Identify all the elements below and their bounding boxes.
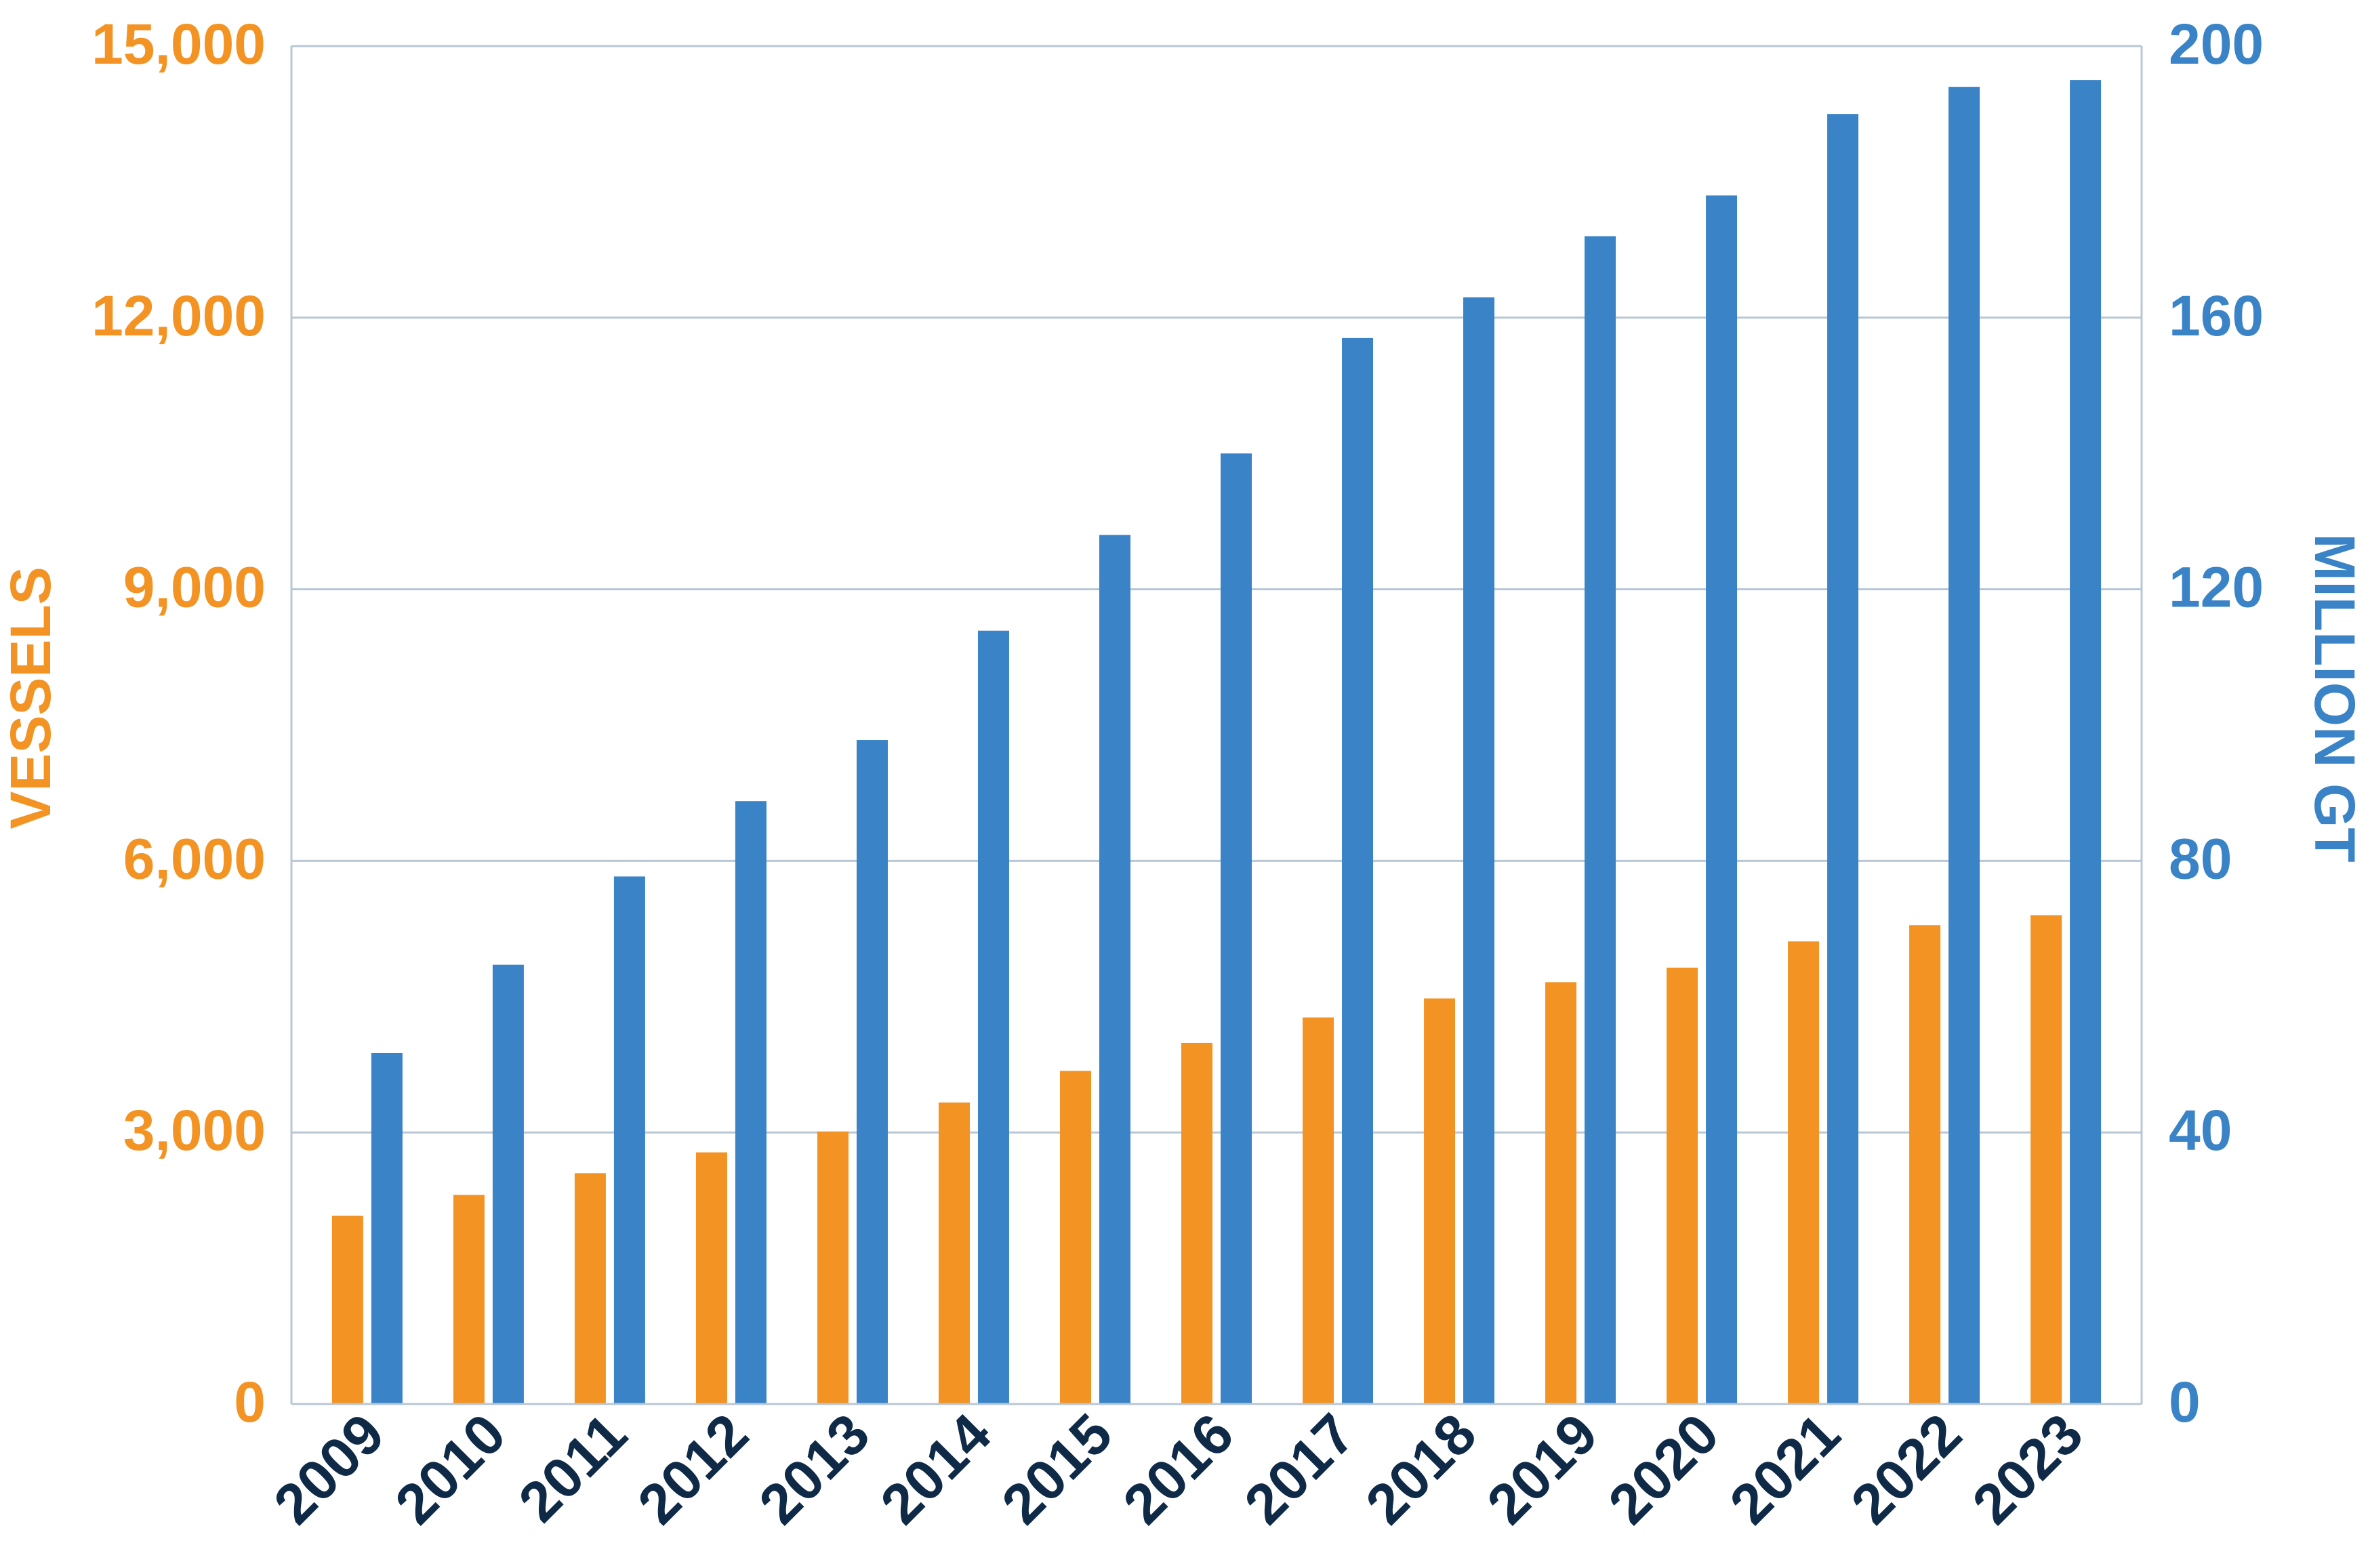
gt-bar-2023 — [2070, 80, 2102, 1405]
vessels-bar-2010 — [453, 1195, 485, 1404]
left-tick-label: 0 — [234, 1370, 266, 1434]
gridlines — [291, 45, 2142, 1134]
x-tick-label: 2018 — [1353, 1401, 1488, 1536]
left-axis-title: VESSELS — [0, 566, 62, 829]
x-tick-label: 2019 — [1475, 1401, 1610, 1536]
vessels-bar-2009 — [331, 1216, 363, 1404]
right-tick-label: 40 — [2169, 1098, 2232, 1162]
gt-bar-2017 — [1342, 337, 1374, 1404]
x-tick-label: 2021 — [1717, 1401, 1852, 1536]
x-tick-label: 2014 — [868, 1401, 1003, 1536]
x-tick-label: 2011 — [506, 1401, 638, 1533]
vessels-bar-2020 — [1667, 968, 1698, 1404]
right-tick-label: 0 — [2169, 1370, 2201, 1434]
vessels-bar-2022 — [1909, 925, 1941, 1404]
gt-bar-2022 — [1948, 87, 1980, 1404]
x-tick-label: 2022 — [1839, 1401, 1974, 1536]
left-tick-label: 12,000 — [91, 284, 266, 348]
x-tick-label: 2015 — [989, 1401, 1124, 1536]
gt-bar-2009 — [371, 1052, 403, 1404]
x-tick-label: 2020 — [1596, 1401, 1731, 1536]
vessels-bar-2016 — [1181, 1042, 1212, 1404]
right-axis-title: MILLION GT — [2303, 533, 2367, 862]
x-tick-label: 2009 — [262, 1401, 396, 1536]
right-tick-label: 200 — [2169, 12, 2264, 76]
gt-bar-2020 — [1706, 195, 1738, 1405]
left-tick-label: 15,000 — [91, 12, 266, 76]
gt-bar-2015 — [1099, 535, 1130, 1405]
vessels-bar-2014 — [938, 1102, 970, 1404]
right-tick-label: 120 — [2169, 556, 2264, 619]
vessels-bar-2012 — [695, 1152, 727, 1404]
gt-bar-2011 — [613, 876, 645, 1404]
gt-bar-2018 — [1463, 297, 1495, 1404]
gt-bar-2021 — [1827, 114, 1859, 1405]
left-tick-label: 6,000 — [123, 827, 266, 890]
gt-bar-2014 — [977, 630, 1009, 1405]
left-tick-label: 9,000 — [123, 556, 266, 619]
vessels-bar-2021 — [1788, 941, 1820, 1404]
vessels-bar-2013 — [817, 1131, 849, 1404]
x-tick-label: 2016 — [1111, 1401, 1246, 1536]
x-tick-label: 2012 — [626, 1401, 760, 1536]
vessels-bar-2019 — [1545, 982, 1577, 1404]
vessels-bar-2023 — [2030, 915, 2062, 1404]
x-tick-label: 2017 — [1232, 1401, 1367, 1536]
x-tick-label: 2013 — [747, 1401, 882, 1536]
vessels-bar-2017 — [1303, 1017, 1334, 1404]
gt-bar-2012 — [735, 801, 767, 1404]
right-tick-label: 80 — [2169, 827, 2232, 890]
gt-bar-2010 — [492, 964, 524, 1404]
gt-bar-2013 — [856, 740, 888, 1404]
vessels-bar-2011 — [574, 1173, 606, 1404]
gt-bar-2019 — [1585, 236, 1616, 1404]
x-tick-label: 2010 — [383, 1401, 518, 1536]
gt-bar-2016 — [1221, 453, 1252, 1405]
right-tick-label: 160 — [2169, 284, 2264, 348]
x-tick-label: 2023 — [1960, 1401, 2095, 1536]
vessels-bar-2015 — [1059, 1071, 1091, 1404]
vessels-bar-2018 — [1424, 998, 1456, 1404]
bars — [331, 80, 2102, 1405]
left-tick-label: 3,000 — [123, 1098, 266, 1162]
